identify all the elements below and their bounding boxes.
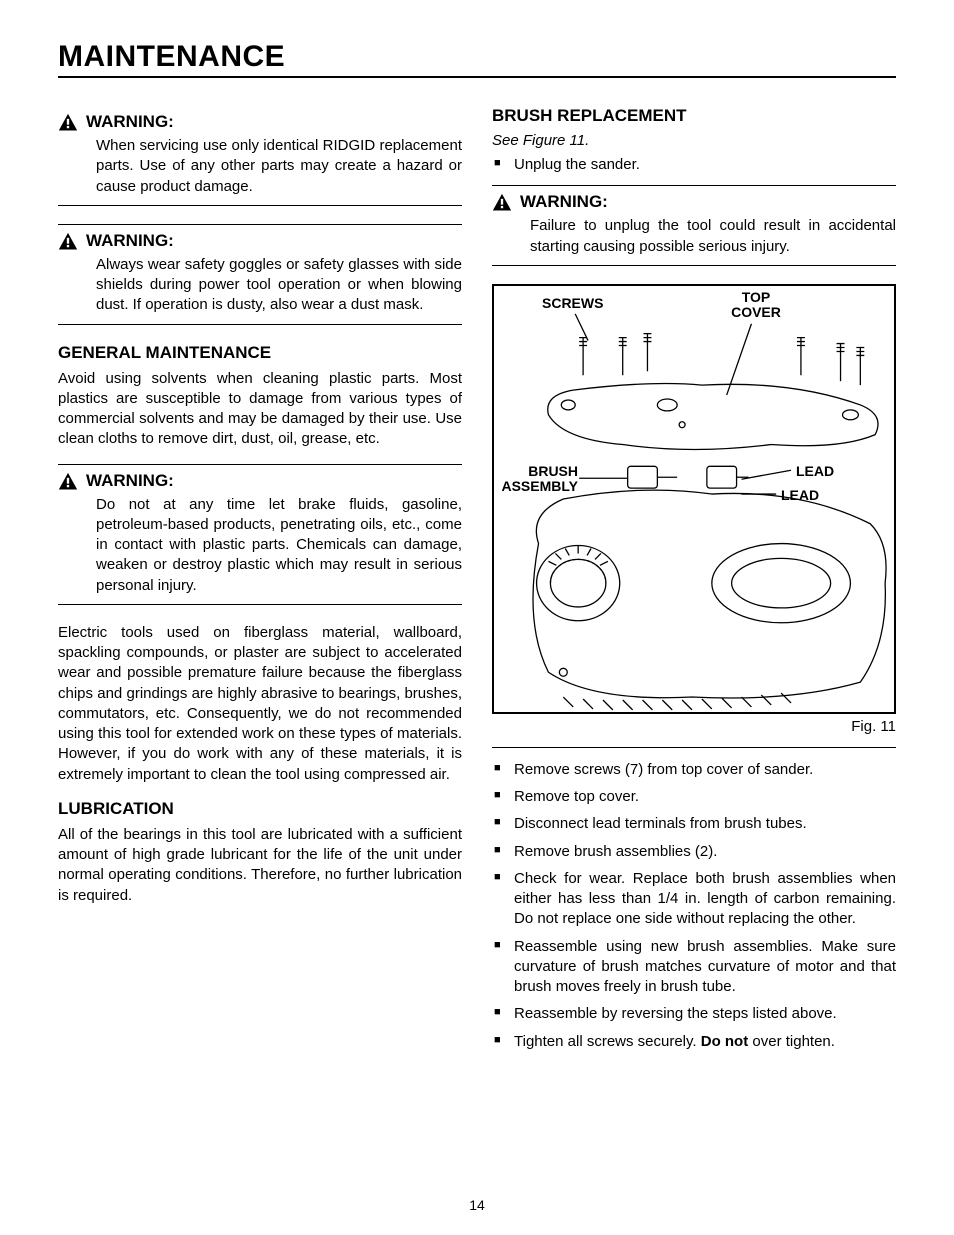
- list-item: Tighten all screws securely. Do not over…: [492, 1032, 896, 1052]
- page-number: 14: [0, 1197, 954, 1213]
- warning-body: When servicing use only identical RIDGID…: [58, 136, 462, 197]
- warning-body: Always wear safety goggles or safety gla…: [58, 255, 462, 316]
- section-head-brush: BRUSH REPLACEMENT: [492, 106, 896, 126]
- list-item: Remove top cover.: [492, 787, 896, 807]
- text: Tighten all screws securely.: [514, 1033, 701, 1050]
- title-rule: [58, 76, 896, 78]
- warning-label: WARNING:: [86, 471, 174, 491]
- warning-triangle-icon: [58, 232, 78, 250]
- warning-block-1: WARNING: When servicing use only identic…: [58, 106, 462, 206]
- warning-label: WARNING:: [520, 192, 608, 212]
- warning-label: WARNING:: [86, 112, 174, 132]
- warning-triangle-icon: [58, 113, 78, 131]
- warning-head: WARNING:: [492, 192, 896, 212]
- warning-label: WARNING:: [86, 231, 174, 251]
- fiberglass-body: Electric tools used on fiberglass materi…: [58, 623, 462, 785]
- figure-caption: Fig. 11: [492, 718, 896, 735]
- general-body: Avoid using solvents when cleaning plast…: [58, 369, 462, 450]
- list-item: Disconnect lead terminals from brush tub…: [492, 814, 896, 834]
- figure-rule: [492, 747, 896, 748]
- lubrication-body: All of the bearings in this tool are lub…: [58, 825, 462, 906]
- list-item: Reassemble by reversing the steps listed…: [492, 1004, 896, 1024]
- warning-block-3: WARNING: Do not at any time let brake fl…: [58, 464, 462, 605]
- text: over tighten.: [748, 1033, 835, 1050]
- warning-head: WARNING:: [58, 231, 462, 251]
- section-sub-brush: See Figure 11.: [492, 132, 896, 149]
- warning-block-2: WARNING: Always wear safety goggles or s…: [58, 224, 462, 325]
- warning-block-right: WARNING: Failure to unplug the tool coul…: [492, 185, 896, 266]
- brush-steps: Remove screws (7) from top cover of sand…: [492, 760, 896, 1052]
- warning-head: WARNING:: [58, 471, 462, 491]
- list-item: Remove brush assemblies (2).: [492, 842, 896, 862]
- warning-head: WARNING:: [58, 112, 462, 132]
- list-item: Remove screws (7) from top cover of sand…: [492, 760, 896, 780]
- left-column: WARNING: When servicing use only identic…: [58, 106, 462, 1062]
- text-bold: Do not: [701, 1033, 748, 1050]
- list-item: Reassemble using new brush assemblies. M…: [492, 937, 896, 998]
- warning-triangle-icon: [492, 193, 512, 211]
- section-head-general: GENERAL MAINTENANCE: [58, 343, 462, 363]
- figure-11: SCREWS TOP COVER BRUSH ASSEMBLY LEAD LEA…: [492, 284, 896, 714]
- content-columns: WARNING: When servicing use only identic…: [58, 106, 896, 1062]
- figure-svg: [494, 286, 894, 712]
- page-title: MAINTENANCE: [58, 40, 896, 74]
- brush-step-intro: Unplug the sander.: [492, 155, 896, 175]
- warning-body: Do not at any time let brake fluids, gas…: [58, 495, 462, 596]
- warning-triangle-icon: [58, 472, 78, 490]
- list-item: Check for wear. Replace both brush assem…: [492, 869, 896, 930]
- right-column: BRUSH REPLACEMENT See Figure 11. Unplug …: [492, 106, 896, 1062]
- section-head-lubrication: LUBRICATION: [58, 799, 462, 819]
- warning-body: Failure to unplug the tool could result …: [492, 216, 896, 257]
- list-item: Unplug the sander.: [492, 155, 896, 175]
